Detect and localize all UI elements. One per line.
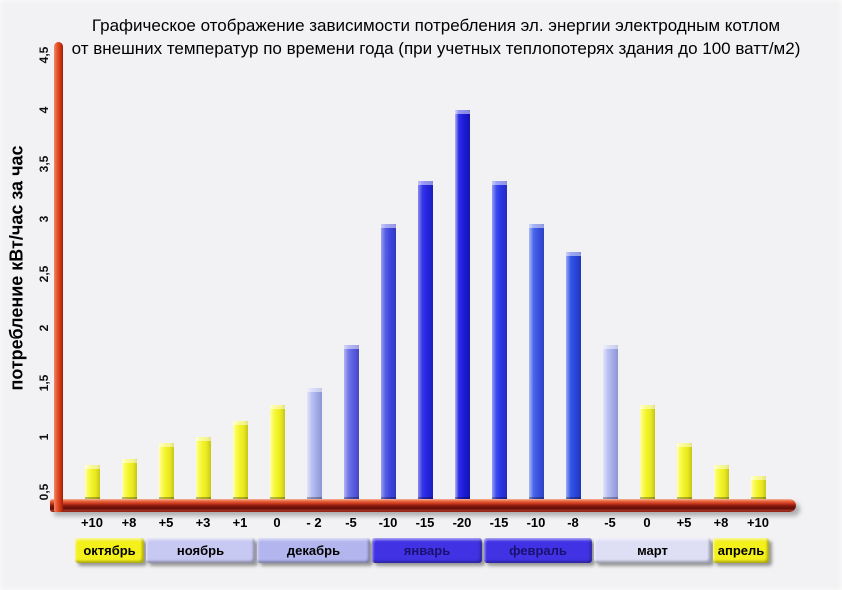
y-tick-label: 1 xyxy=(37,434,51,441)
x-tick-label: -20 xyxy=(452,515,472,530)
x-axis-line xyxy=(50,499,796,512)
x-tick-label: - 2 xyxy=(306,515,322,530)
x-tick-label: +1 xyxy=(232,515,248,530)
bar xyxy=(528,224,544,501)
x-tick-label: +8 xyxy=(713,515,729,530)
y-tick-label: 4,5 xyxy=(37,46,51,64)
x-tick-label: -15 xyxy=(489,515,509,530)
x-tick-label: +5 xyxy=(676,515,692,530)
chart-title-line1: Графическое отображение зависимости потр… xyxy=(91,16,781,35)
chart-title: Графическое отображение зависимости потр… xyxy=(55,14,817,61)
month-band-4: январь xyxy=(372,538,482,563)
x-tick-label: -5 xyxy=(604,515,616,530)
bar xyxy=(158,442,174,502)
y-tick-label: 1,5 xyxy=(37,374,51,392)
bar xyxy=(269,404,285,502)
y-tick-label: 3 xyxy=(37,215,51,223)
x-tick-label: -5 xyxy=(345,515,357,530)
month-band-1: октябрь xyxy=(75,538,144,563)
month-band-3: декабрь xyxy=(257,538,370,563)
x-tick-label: +5 xyxy=(158,515,174,530)
bar xyxy=(417,180,433,502)
x-tick-label: 0 xyxy=(643,515,651,530)
y-tick-label: 0,5 xyxy=(37,483,51,501)
bar xyxy=(121,459,137,501)
bar xyxy=(195,437,211,501)
bar xyxy=(454,109,470,502)
x-tick-label: 0 xyxy=(273,515,281,530)
bar xyxy=(491,180,507,502)
bar xyxy=(232,420,248,501)
month-band-7: апрель xyxy=(713,538,769,563)
y-tick-label: 3,5 xyxy=(37,155,51,173)
bar xyxy=(84,464,100,502)
bar xyxy=(306,388,322,501)
x-tick-label: -15 xyxy=(415,515,435,530)
bar xyxy=(343,344,359,502)
y-axis-label: потребление кВт/час за час xyxy=(6,145,27,391)
x-tick-label: +8 xyxy=(121,515,137,530)
bar xyxy=(639,404,655,502)
bar xyxy=(602,344,618,502)
bar xyxy=(713,464,729,502)
y-axis-line xyxy=(54,42,63,512)
bar xyxy=(565,251,581,502)
x-tick-label: -10 xyxy=(526,515,546,530)
month-band-6: март xyxy=(594,538,711,563)
chart-title-line2: от внешних температур по времени года (п… xyxy=(71,39,801,59)
x-tick-label: +3 xyxy=(195,515,211,530)
y-tick-label: 2,5 xyxy=(37,265,51,282)
x-tick-label: +10 xyxy=(746,515,770,530)
bar xyxy=(750,475,766,502)
month-band-2: ноябрь xyxy=(146,538,255,563)
x-tick-label: -10 xyxy=(378,515,398,530)
bar xyxy=(676,442,692,502)
x-tick-label: +10 xyxy=(80,515,104,530)
bar xyxy=(380,224,396,501)
y-tick-label: 2 xyxy=(37,324,51,332)
x-tick-label: -8 xyxy=(567,515,579,530)
month-band-5: февраль xyxy=(484,538,592,563)
y-tick-label: 4 xyxy=(37,106,51,113)
month-bands: октябрь ноябрь декабрь январь февраль март апр… xyxy=(75,538,769,563)
